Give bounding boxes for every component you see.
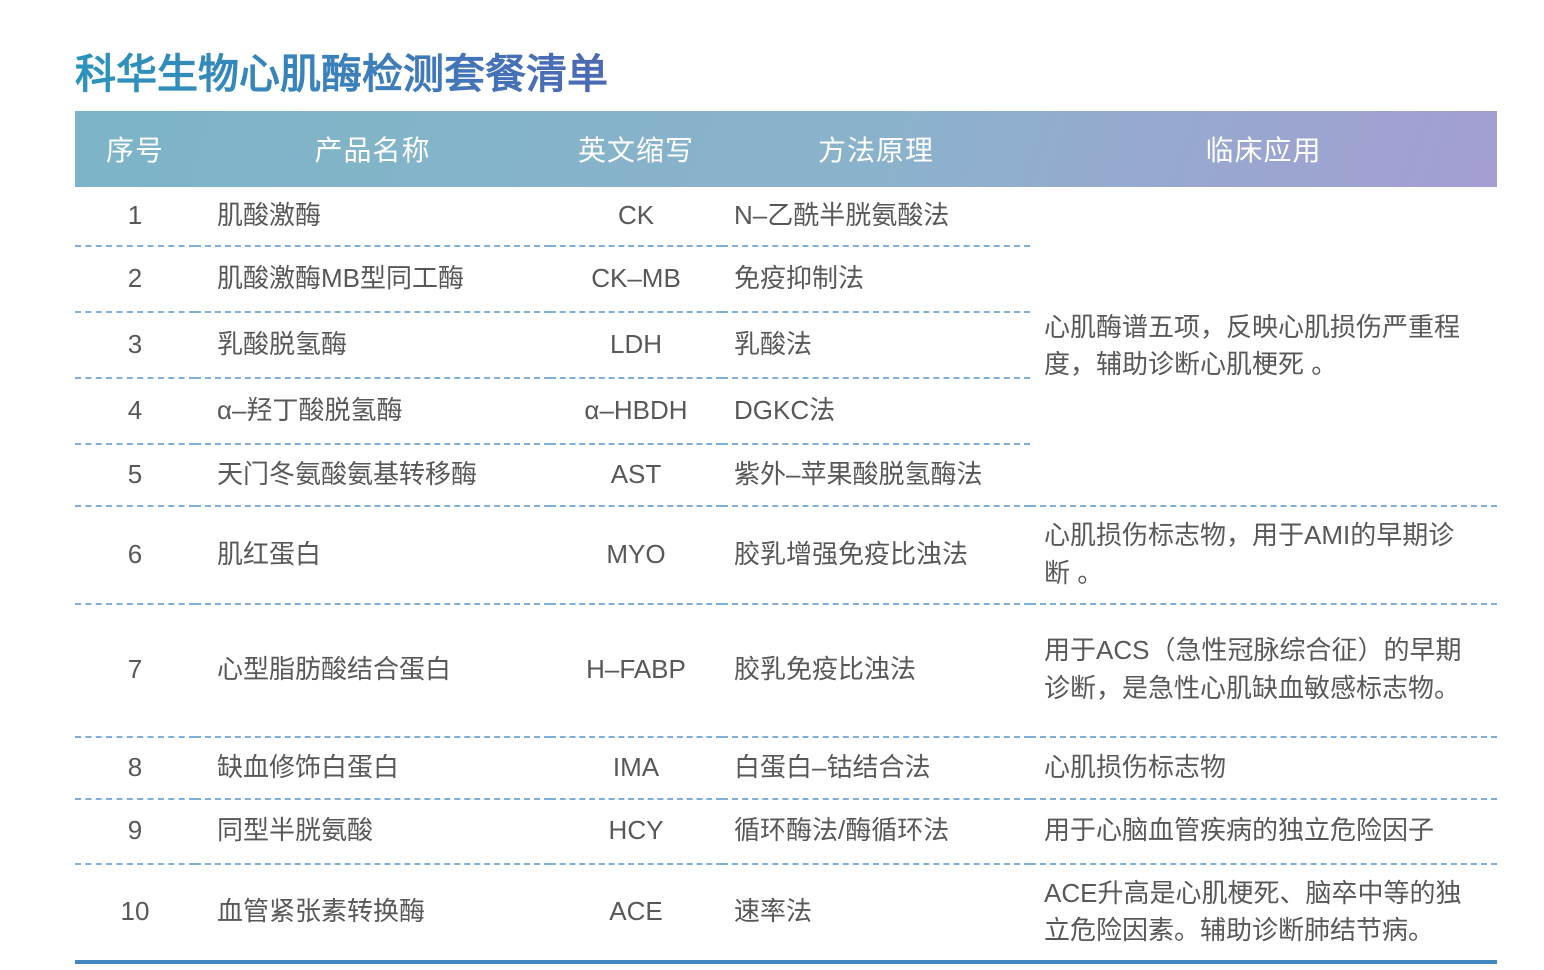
page-title: 科华生物心肌酶检测套餐清单 [75, 50, 608, 99]
table-row: 10 血管紧张素转换酶 ACE 速率法 ACE升高是心肌梗死、脑卒中等的独立危险因素。辅… [75, 864, 1497, 960]
cell-method: N–乙酰半胱氨酸法 [722, 187, 1030, 248]
cell-method: 紫外–苹果酸脱氢酶法 [722, 444, 1030, 508]
cell-no: 6 [75, 506, 195, 605]
cell-method: 速率法 [734, 896, 813, 927]
cell-abbreviation: CK [550, 187, 722, 248]
cell-product-name: 心型脂肪酸结合蛋白 [195, 603, 550, 738]
cell-abbreviation: AST [550, 444, 722, 508]
cell-method: 胶乳增强免疫比浊法 [722, 506, 1030, 605]
product-table-wrapper: 序号 产品名称 英文缩写 方法原理 临床应用 1 肌酸激酶 CK N–乙酰半胱氨酸法心… [75, 111, 1497, 964]
cell-method: DGKC法 [722, 378, 1030, 446]
cell-abbreviation: IMA [550, 736, 722, 800]
cell-product-name: 肌酸激酶MB型同工酶 [195, 246, 550, 314]
cell-abbreviation: ACE [609, 896, 663, 927]
column-header-method: 方法原理 [817, 135, 934, 167]
cell-abbreviation: H–FABP [550, 603, 722, 738]
cell-no: 2 [75, 246, 195, 314]
cell-method: 白蛋白–钴结合法 [722, 736, 1030, 800]
cell-product-name: 缺血修饰白蛋白 [195, 736, 550, 800]
table-row: 5 天门冬氨酸氨基转移酶 AST 紫外–苹果酸脱氢酶法 [75, 444, 1497, 508]
cell-no: 1 [75, 187, 195, 248]
cell-clinical-application: 用于ACS（急性冠脉综合征）的早期诊断，是急性心肌缺血敏感标志物。 [1030, 603, 1497, 738]
cell-abbreviation: HCY [550, 798, 722, 865]
table-row: 9 同型半胱氨酸 HCY 循环酶法/酶循环法 用于心脑血管疾病的独立危险因子 [75, 798, 1497, 865]
cell-abbreviation: LDH [550, 312, 722, 380]
column-header-clinical: 临床应用 [1205, 135, 1322, 167]
cell-product-name: 肌红蛋白 [195, 506, 550, 605]
cell-clinical-application: 心肌酶谱五项，反映心肌损伤严重程度，辅助诊断心肌梗死 。 [1030, 187, 1497, 508]
cell-no: 5 [75, 444, 195, 508]
cell-no: 9 [75, 798, 195, 865]
cell-clinical-application: 用于心脑血管疾病的独立危险因子 [1030, 798, 1497, 865]
table-row: 3 乳酸脱氢酶 LDH 乳酸法 [75, 312, 1497, 380]
cell-no: 10 [120, 896, 150, 927]
column-header-name: 产品名称 [314, 135, 431, 167]
table-row: 7 心型脂肪酸结合蛋白 H–FABP 胶乳免疫比浊法 用于ACS（急性冠脉综合征）的早期… [75, 603, 1497, 738]
cell-method: 胶乳免疫比浊法 [722, 603, 1030, 738]
cell-abbreviation: MYO [550, 506, 722, 605]
cell-no: 4 [75, 378, 195, 446]
table-row: 4 α–羟丁酸脱氢酶 α–HBDH DGKC法 [75, 378, 1497, 446]
column-header-abbr: 英文缩写 [577, 135, 694, 167]
table-row: 6 肌红蛋白 MYO 胶乳增强免疫比浊法 心肌损伤标志物，用于AMI的早期诊断 。 [75, 506, 1497, 605]
table-header: 序号 产品名称 英文缩写 方法原理 临床应用 [75, 111, 1497, 188]
cell-clinical-application: ACE升高是心肌梗死、脑卒中等的独立危险因素。辅助诊断肺结节病。 [1044, 877, 1462, 946]
cell-method: 循环酶法/酶循环法 [722, 798, 1030, 865]
table-row: 8 缺血修饰白蛋白 IMA 白蛋白–钴结合法 心肌损伤标志物 [75, 736, 1497, 800]
table-body: 1 肌酸激酶 CK N–乙酰半胱氨酸法 心肌酶谱五项，反映心肌损伤严重程度，辅助诊断心肌… [75, 187, 1497, 960]
cell-method: 免疫抑制法 [722, 246, 1030, 314]
product-table: 序号 产品名称 英文缩写 方法原理 临床应用 1 肌酸激酶 CK N–乙酰半胱氨酸法心… [75, 111, 1497, 960]
cell-method: 乳酸法 [722, 312, 1030, 380]
table-row: 2 肌酸激酶MB型同工酶 CK–MB 免疫抑制法 [75, 246, 1497, 314]
table-row: 1 肌酸激酶 CK N–乙酰半胱氨酸法 心肌酶谱五项，反映心肌损伤严重程度，辅助诊断心肌… [75, 187, 1497, 508]
cell-no: 8 [75, 736, 195, 800]
header-row: 序号 产品名称 英文缩写 方法原理 临床应用 [75, 111, 1497, 188]
cell-product-name: 同型半胱氨酸 [195, 798, 550, 865]
cell-product-name: 肌酸激酶 [195, 187, 550, 248]
cell-product-name: 天门冬氨酸氨基转移酶 [195, 444, 550, 508]
cell-product-name: 乳酸脱氢酶 [195, 312, 550, 380]
cell-no: 3 [75, 312, 195, 380]
cell-clinical-application: 心肌损伤标志物，用于AMI的早期诊断 。 [1030, 506, 1497, 605]
cell-product-name: 血管紧张素转换酶 [217, 896, 426, 927]
cell-abbreviation: CK–MB [550, 246, 722, 314]
cell-product-name: α–羟丁酸脱氢酶 [195, 378, 550, 446]
cell-no: 7 [75, 603, 195, 738]
cell-abbreviation: α–HBDH [550, 378, 722, 446]
cell-clinical-application: 心肌损伤标志物 [1030, 736, 1497, 800]
column-header-no: 序号 [105, 135, 164, 167]
